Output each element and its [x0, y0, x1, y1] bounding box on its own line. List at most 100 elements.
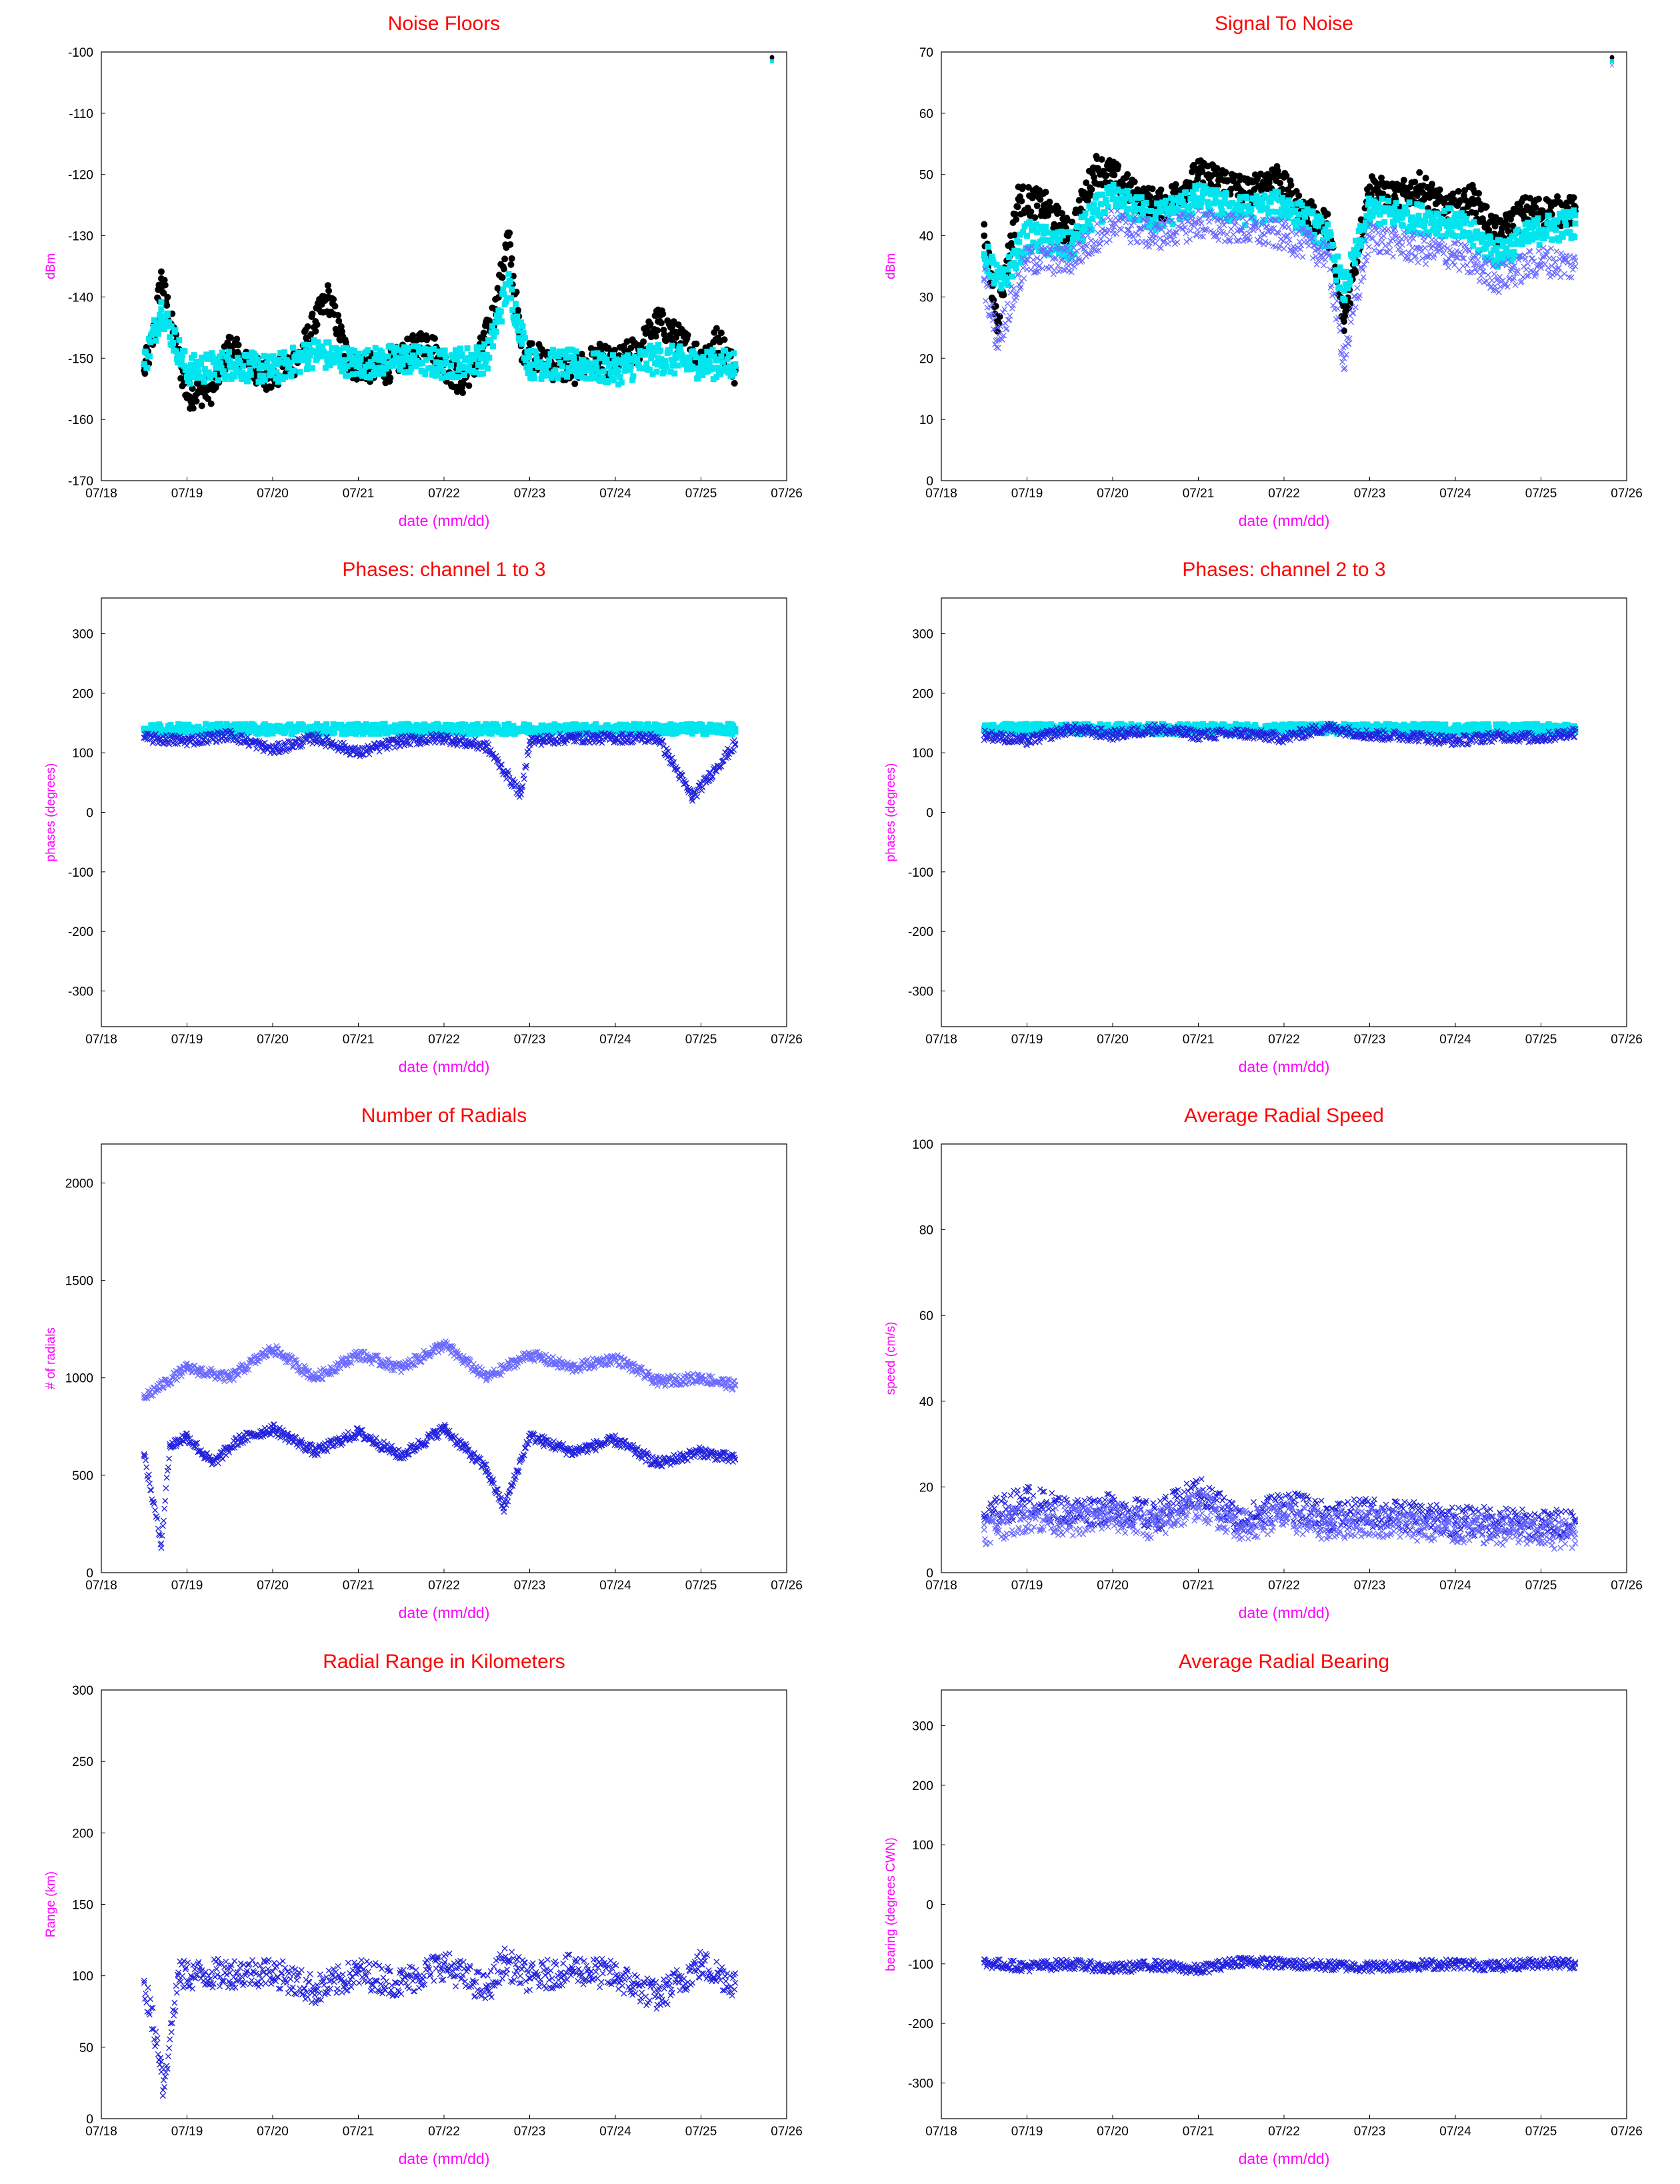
- data-point: [1122, 195, 1129, 202]
- data-point: [1121, 198, 1128, 205]
- data-point: [505, 271, 512, 277]
- data-point: [1004, 300, 1011, 307]
- data-point: [1170, 197, 1177, 203]
- data-point: [1361, 261, 1367, 268]
- data-point: [219, 723, 225, 730]
- data-point: [615, 381, 622, 388]
- data-point: [1375, 201, 1381, 207]
- data-point: [981, 251, 987, 257]
- data-point: [255, 379, 262, 385]
- data-point: [1361, 237, 1367, 244]
- data-point: [655, 341, 661, 348]
- data-point: [289, 724, 296, 731]
- data-point: [213, 739, 219, 745]
- data-point: [1145, 215, 1151, 222]
- data-point: [1135, 231, 1142, 238]
- data-point: [648, 355, 655, 361]
- data-point: [1359, 267, 1366, 273]
- data-point: [1109, 220, 1116, 227]
- data-point: [647, 342, 654, 349]
- data-point: [1369, 212, 1376, 219]
- data-point: [1206, 219, 1213, 225]
- data-point: [715, 364, 721, 371]
- data-point: [595, 369, 601, 376]
- data-point: [1552, 259, 1559, 265]
- data-point: [704, 349, 711, 355]
- data-point: [1504, 222, 1511, 229]
- data-point: [487, 725, 494, 732]
- data-point: [207, 374, 214, 381]
- data-point: [1512, 282, 1519, 289]
- data-point: [1283, 207, 1290, 213]
- data-point: [1203, 226, 1210, 233]
- data-point: [303, 348, 309, 355]
- data-point: [309, 365, 316, 371]
- data-point: [218, 365, 225, 371]
- data-point: [1349, 309, 1356, 316]
- data-point: [1545, 213, 1552, 219]
- data-point: [512, 301, 519, 307]
- data-point: [1367, 233, 1373, 239]
- data-point: [1079, 228, 1085, 235]
- data-point: [1099, 191, 1106, 198]
- data-point: [269, 730, 276, 737]
- data-point: [274, 361, 281, 367]
- data-point: [1367, 208, 1373, 215]
- data-point: [1195, 195, 1201, 202]
- data-point: [1224, 231, 1231, 238]
- data-point: [322, 364, 329, 371]
- data-point: [1000, 332, 1007, 339]
- data-point: [261, 377, 268, 383]
- data-point: [1196, 182, 1203, 189]
- data-point: [1021, 275, 1027, 281]
- data-point: [478, 363, 485, 370]
- x-tick-label: 07/21: [343, 487, 375, 501]
- data-point: [1282, 218, 1289, 225]
- data-point: [1474, 228, 1481, 235]
- data-point: [1247, 209, 1254, 216]
- data-point: [1411, 229, 1417, 235]
- data-point: [1319, 237, 1326, 243]
- data-point: [191, 352, 197, 359]
- data-point: [1068, 254, 1075, 261]
- data-point: [1497, 237, 1503, 244]
- y-tick-label: 60: [919, 107, 933, 121]
- data-point: [692, 354, 699, 361]
- data-point: [1027, 248, 1034, 255]
- data-point: [1333, 267, 1340, 273]
- data-point: [1555, 237, 1562, 244]
- data-point: [217, 721, 224, 727]
- data-point: [561, 371, 567, 378]
- data-point: [1572, 212, 1579, 219]
- data-point: [1022, 260, 1029, 267]
- data-point: [1571, 207, 1577, 214]
- data-point: [613, 371, 620, 377]
- data-point: [369, 363, 376, 369]
- data-point: [1507, 241, 1514, 247]
- data-point: [1443, 218, 1449, 225]
- data-point: [709, 365, 715, 371]
- data-point: [587, 375, 594, 382]
- x-tick-label: 07/26: [771, 1033, 803, 1047]
- data-point: [1293, 231, 1300, 237]
- data-point: [458, 726, 465, 733]
- data-point: [372, 345, 379, 351]
- data-point: [169, 732, 175, 739]
- data-point: [1518, 278, 1525, 285]
- data-point: [1567, 229, 1573, 235]
- data-point: [376, 357, 383, 363]
- data-point: [1294, 253, 1301, 259]
- data-point: [698, 361, 704, 367]
- data-point: [1055, 262, 1061, 269]
- data-point: [511, 317, 517, 323]
- data-point: [1483, 245, 1489, 251]
- data-point: [441, 361, 447, 367]
- data-point: [1029, 248, 1036, 255]
- data-point: [187, 380, 193, 387]
- data-point: [281, 349, 288, 355]
- data-point: [572, 367, 579, 374]
- data-point: [184, 367, 190, 374]
- data-point: [1443, 259, 1450, 265]
- data-point: [1504, 283, 1511, 290]
- data-point: [205, 369, 212, 376]
